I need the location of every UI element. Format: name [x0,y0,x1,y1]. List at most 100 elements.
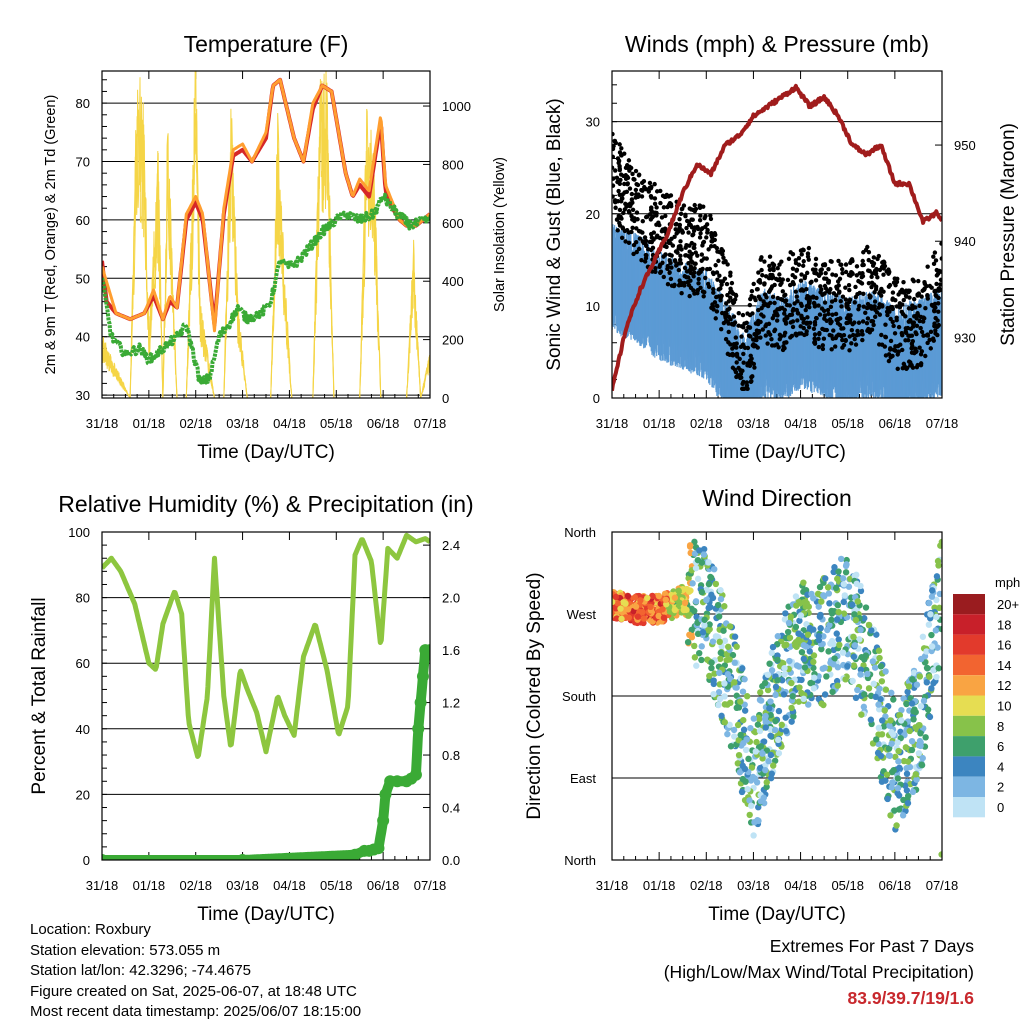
gust-point [801,320,806,325]
direction-point [649,592,656,600]
direction-point [828,616,835,624]
direction-point [783,641,790,648]
gust-point [932,250,938,255]
gust-point [861,304,867,309]
panel-frame [101,70,431,399]
direction-point [852,694,860,702]
direction-point [705,559,712,566]
direction-point [612,598,616,606]
gust-point [820,326,825,332]
gust-point [819,267,824,272]
direction-point [924,665,931,672]
gust-point [806,325,812,330]
gust-point [784,314,789,319]
gust-point [804,286,809,292]
direction-point [705,580,713,588]
direction-point [768,770,775,777]
gust-point [640,219,645,224]
x-tick-label: 06/18 [367,878,400,893]
direction-point [860,703,868,711]
gust-point [839,326,844,331]
gust-point [791,306,796,312]
gust-point [719,282,724,287]
direction-point [890,696,897,703]
gust-point [932,322,937,328]
gust-point [839,262,844,268]
direction-point [818,645,825,653]
gust-point [636,246,642,252]
direction-point [834,616,841,623]
gust-point [629,213,634,219]
gust-point [692,202,697,208]
gust-point [617,207,623,213]
direction-point [721,603,728,610]
gust-point [844,320,849,326]
gust-point [617,220,622,226]
direction-point [926,673,933,680]
gust-point [836,258,841,264]
direction-point [703,596,710,604]
gust-point [771,265,776,271]
direction-point [743,693,751,700]
gust-point [716,294,722,299]
direction-point [895,747,902,755]
gust-point [684,275,689,280]
direction-point [890,766,897,774]
gust-point [901,297,906,303]
gust-point [616,188,621,194]
direction-point [688,626,695,634]
gust-point [871,322,876,328]
direction-point [706,621,713,628]
direction-point [659,606,666,613]
direction-point [836,641,843,649]
direction-point [731,659,738,666]
direction-point [909,676,916,683]
direction-point [852,616,860,624]
gust-point [712,244,717,249]
legend-swatch [953,594,985,615]
gust-point [651,237,656,242]
gust-point [725,319,730,324]
gust-point [798,324,803,329]
gust-point [767,267,773,273]
direction-point [917,703,925,710]
x-tick-label: 04/18 [273,416,306,431]
direction-point [823,673,830,680]
gust-point [917,318,922,324]
gust-point [698,267,703,273]
gust-point [686,261,691,266]
direction-point [716,638,723,646]
direction-point [786,634,794,641]
gust-point [760,327,766,332]
gust-point [688,278,693,283]
gust-point [936,323,941,328]
gust-point [876,342,882,347]
direction-point [787,613,795,621]
y-tick-label: 40 [76,330,90,345]
direction-point [912,771,920,778]
direction-point [835,568,842,575]
direction-point [760,794,767,801]
legend-label: 0 [997,800,1004,815]
direction-point [788,679,795,687]
direction-point [814,590,822,598]
direction-point [933,596,940,604]
direction-point [700,551,708,558]
direction-point [740,716,747,724]
gust-point [883,334,888,339]
direction-point [735,737,742,744]
direction-point [734,721,742,729]
gust-point [873,271,879,276]
gust-point [870,271,875,276]
direction-point [655,612,662,620]
gust-point [736,323,741,328]
direction-point [782,727,790,735]
gust-point [853,284,858,290]
direction-point [754,721,762,728]
gust-point [701,294,706,299]
gust-point [788,250,793,255]
gust-point [910,339,915,344]
gust-point [925,340,930,346]
gust-point [660,193,666,199]
gust-point [828,320,833,326]
